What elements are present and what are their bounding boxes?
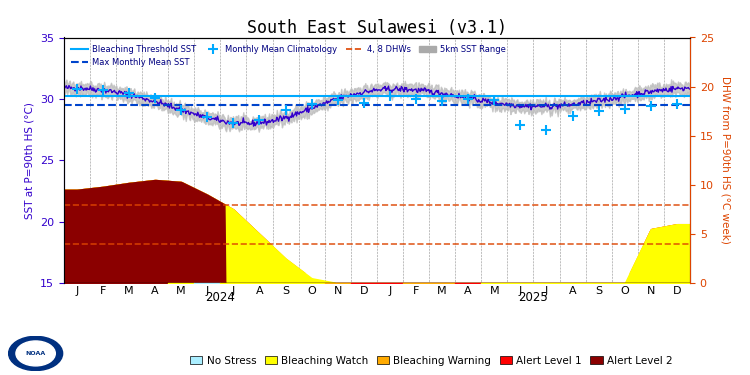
Text: 2024: 2024	[206, 291, 236, 304]
Title: South East Sulawesi (v3.1): South East Sulawesi (v3.1)	[247, 20, 507, 38]
Text: NOAA: NOAA	[26, 351, 46, 356]
Legend: No Stress, Bleaching Watch, Bleaching Warning, Alert Level 1, Alert Level 2: No Stress, Bleaching Watch, Bleaching Wa…	[186, 351, 676, 370]
Y-axis label: DHW from P=90th HS (°C week): DHW from P=90th HS (°C week)	[721, 76, 730, 244]
Circle shape	[16, 341, 55, 366]
Legend: Bleaching Threshold SST, Max Monthly Mean SST, Monthly Mean Climatology, 4, 8 DH: Bleaching Threshold SST, Max Monthly Mea…	[68, 42, 509, 70]
Text: 2025: 2025	[518, 291, 548, 304]
Circle shape	[9, 336, 62, 370]
Y-axis label: SST at P=90th HS (°C): SST at P=90th HS (°C)	[24, 102, 34, 219]
